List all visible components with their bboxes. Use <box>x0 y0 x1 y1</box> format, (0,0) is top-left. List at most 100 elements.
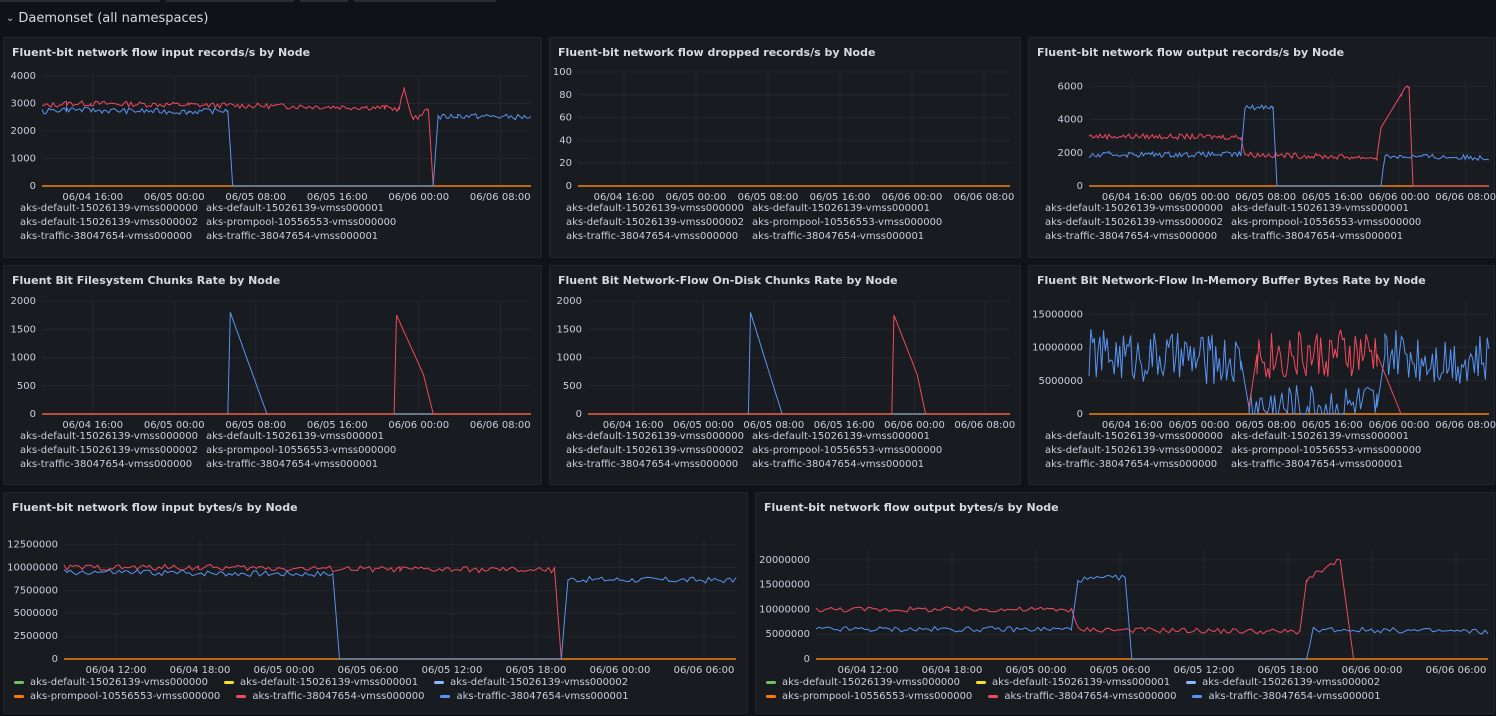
legend-item[interactable]: aks-default-15026139-vmss000002 <box>1039 217 1223 228</box>
legend-item[interactable]: aks-default-15026139-vmss000001 <box>976 677 1170 688</box>
row-header-daemonset[interactable]: ⌄ Daemonset (all namespaces) <box>6 8 208 28</box>
legend-item[interactable]: aks-prompool-10556553-vmss000000 <box>1225 445 1421 456</box>
legend-item[interactable]: aks-traffic-38047654-vmss000000 <box>14 459 192 470</box>
legend-item[interactable]: aks-default-15026139-vmss000001 <box>1225 431 1409 442</box>
legend-label: aks-prompool-10556553-vmss000000 <box>30 691 221 702</box>
legend-item[interactable]: aks-default-15026139-vmss000002 <box>560 445 744 456</box>
legend-item[interactable]: aks-default-15026139-vmss000002 <box>560 217 744 228</box>
legend-item[interactable]: aks-default-15026139-vmss000001 <box>224 677 418 688</box>
panel-inmemory-buffer[interactable]: Fluent Bit Network-Flow In-Memory Buffer… <box>1028 265 1496 486</box>
legend-item[interactable]: aks-traffic-38047654-vmss000001 <box>746 231 924 242</box>
legend-swatch <box>14 681 24 684</box>
legend-item[interactable]: aks-default-15026139-vmss000000 <box>1039 203 1223 214</box>
panel-ondisk-chunks[interactable]: Fluent Bit Network-Flow On-Disk Chunks R… <box>549 265 1021 485</box>
legend-item[interactable]: aks-traffic-38047654-vmss000001 <box>200 231 378 242</box>
legend-label: aks-default-15026139-vmss000002 <box>20 217 199 228</box>
chart-svg[interactable]: 0 20 40 60 80 100 06/04 16:00 06/05 00:00 06/05 … <box>550 38 1022 259</box>
series-line <box>1088 85 1489 187</box>
y-tick-label: 0 <box>30 181 36 192</box>
chart-svg[interactable]: 0 500 1000 1500 2000 06/04 16:00 06/05 00:00 06… <box>4 266 543 486</box>
legend-swatch <box>440 695 451 698</box>
legend-item[interactable]: aks-default-15026139-vmss000001 <box>746 203 930 214</box>
panel-output-bytes[interactable]: Fluent-bit network flow output bytes/s b… <box>755 492 1495 714</box>
legend-item[interactable]: aks-default-15026139-vmss000000 <box>14 431 198 442</box>
x-tick-label: 06/05 00:00 <box>1169 420 1230 431</box>
legend-item[interactable]: aks-default-15026139-vmss000002 <box>14 217 198 228</box>
legend-item[interactable]: aks-default-15026139-vmss000000 <box>1039 431 1223 442</box>
legend-item[interactable]: aks-default-15026139-vmss000000 <box>766 677 960 688</box>
legend-item[interactable]: aks-prompool-10556553-vmss000000 <box>746 217 942 228</box>
legend-item[interactable]: aks-traffic-38047654-vmss000000 <box>560 231 738 242</box>
panel-title: Fluent-bit network flow output bytes/s b… <box>764 501 1059 514</box>
legend-item[interactable]: aks-traffic-38047654-vmss000001 <box>200 459 378 470</box>
row-title: Daemonset (all namespaces) <box>18 10 209 26</box>
legend-item[interactable]: aks-traffic-38047654-vmss000000 <box>1039 459 1217 470</box>
x-tick-label: 06/05 12:00 <box>1174 665 1235 676</box>
legend-item[interactable]: aks-prompool-10556553-vmss000000 <box>14 691 220 702</box>
panel-dropped-records[interactable]: Fluent-bit network flow dropped records/… <box>549 37 1021 258</box>
legend-item[interactable]: aks-traffic-38047654-vmss000001 <box>1225 231 1403 242</box>
y-tick-label: 3000 <box>11 99 36 110</box>
series-line <box>41 106 532 187</box>
panel-input-records[interactable]: Fluent-bit network flow input records/s … <box>3 37 542 258</box>
legend-item[interactable]: aks-default-15026139-vmss000001 <box>746 431 930 442</box>
y-tick-label: 0 <box>566 181 572 192</box>
series-line <box>41 87 434 187</box>
x-tick-label: 06/04 12:00 <box>86 665 147 676</box>
legend-label: aks-default-15026139-vmss000001 <box>240 677 419 688</box>
chart-svg[interactable]: 0 5000000 10000000 15000000 06/04 16:00 06/05… <box>1029 266 1496 486</box>
legend-item[interactable]: aks-traffic-38047654-vmss000001 <box>1192 691 1381 702</box>
legend-label: aks-default-15026139-vmss000001 <box>992 677 1171 688</box>
x-tick-label: 06/05 16:00 <box>814 420 875 431</box>
y-tick-label: 6000 <box>1058 81 1083 92</box>
legend-item[interactable]: aks-default-15026139-vmss000001 <box>200 431 384 442</box>
chart-svg[interactable]: 0 1000 2000 3000 4000 06/04 16:00 06/05 00:00 0… <box>4 38 543 259</box>
legend-item[interactable]: aks-prompool-10556553-vmss000000 <box>200 217 396 228</box>
legend-item[interactable]: aks-default-15026139-vmss000002 <box>14 445 198 456</box>
chart-svg[interactable]: 0 500 1000 1500 2000 06/04 16:00 06/05 00:00 06… <box>550 266 1022 486</box>
panel-input-bytes[interactable]: Fluent-bit network flow input bytes/s by… <box>3 492 748 714</box>
x-tick-label: 06/04 16:00 <box>62 420 123 431</box>
legend-item[interactable]: aks-traffic-38047654-vmss000000 <box>1039 231 1217 242</box>
y-tick-label: 15000000 <box>1032 309 1083 320</box>
legend-item[interactable]: aks-traffic-38047654-vmss000000 <box>560 459 738 470</box>
legend-item[interactable]: aks-traffic-38047654-vmss000001 <box>440 691 629 702</box>
x-tick-label: 06/06 08:00 <box>1435 192 1496 203</box>
legend-item[interactable]: aks-prompool-10556553-vmss000000 <box>1225 217 1421 228</box>
legend-item[interactable]: aks-traffic-38047654-vmss000001 <box>746 459 924 470</box>
panel-output-records[interactable]: Fluent-bit network flow output records/s… <box>1028 37 1496 259</box>
y-tick-label: 500 <box>17 381 36 392</box>
legend-label: aks-default-15026139-vmss000000 <box>20 431 199 442</box>
x-tick-label: 06/05 08:00 <box>738 192 799 203</box>
legend-item[interactable]: aks-prompool-10556553-vmss000000 <box>746 445 942 456</box>
legend-item[interactable]: aks-prompool-10556553-vmss000000 <box>200 445 396 456</box>
legend-item[interactable]: aks-default-15026139-vmss000002 <box>434 677 628 688</box>
legend-item[interactable]: aks-traffic-38047654-vmss000000 <box>236 691 424 702</box>
panel-filesystem-chunks[interactable]: Fluent Bit Filesystem Chunks Rate by Nod… <box>3 265 542 485</box>
legend-item[interactable]: aks-traffic-38047654-vmss000000 <box>988 691 1176 702</box>
legend-item[interactable]: aks-traffic-38047654-vmss000000 <box>14 231 192 242</box>
legend-label: aks-prompool-10556553-vmss000000 <box>206 445 397 456</box>
chart-svg[interactable]: 0 5000000 10000000 15000000 20000000 06/04 12… <box>756 493 1496 715</box>
legend-item[interactable]: aks-default-15026139-vmss000000 <box>14 677 208 688</box>
legend-item[interactable]: aks-default-15026139-vmss000002 <box>1186 677 1380 688</box>
chart-svg[interactable]: 0 2500000 5000000 7500000 10000000 12500000 06… <box>4 493 749 715</box>
chart-svg[interactable]: 0 2000 4000 6000 06/04 16:00 06/05 00:00 06/05… <box>1029 38 1496 259</box>
legend-item[interactable]: aks-default-15026139-vmss000002 <box>1039 445 1223 456</box>
legend-swatch <box>224 681 235 684</box>
legend-item[interactable]: aks-prompool-10556553-vmss000000 <box>766 691 972 702</box>
legend-label: aks-default-15026139-vmss000000 <box>1045 431 1224 442</box>
y-tick-label: 7500000 <box>13 585 58 596</box>
legend-swatch <box>976 681 987 684</box>
legend-item[interactable]: aks-default-15026139-vmss000000 <box>14 203 198 214</box>
legend-item[interactable]: aks-default-15026139-vmss000001 <box>200 203 384 214</box>
legend-item[interactable]: aks-default-15026139-vmss000001 <box>1225 203 1409 214</box>
legend-label: aks-traffic-38047654-vmss000000 <box>566 459 739 470</box>
legend-item[interactable]: aks-traffic-38047654-vmss000001 <box>1225 459 1403 470</box>
x-tick-label: 06/04 16:00 <box>62 192 123 203</box>
legend-label: aks-default-15026139-vmss000002 <box>1045 445 1224 456</box>
legend-item[interactable]: aks-default-15026139-vmss000000 <box>560 431 744 442</box>
legend-item[interactable]: aks-default-15026139-vmss000000 <box>560 203 744 214</box>
legend-label: aks-default-15026139-vmss000002 <box>1045 217 1224 228</box>
x-tick-label: 06/05 00:00 <box>254 665 315 676</box>
